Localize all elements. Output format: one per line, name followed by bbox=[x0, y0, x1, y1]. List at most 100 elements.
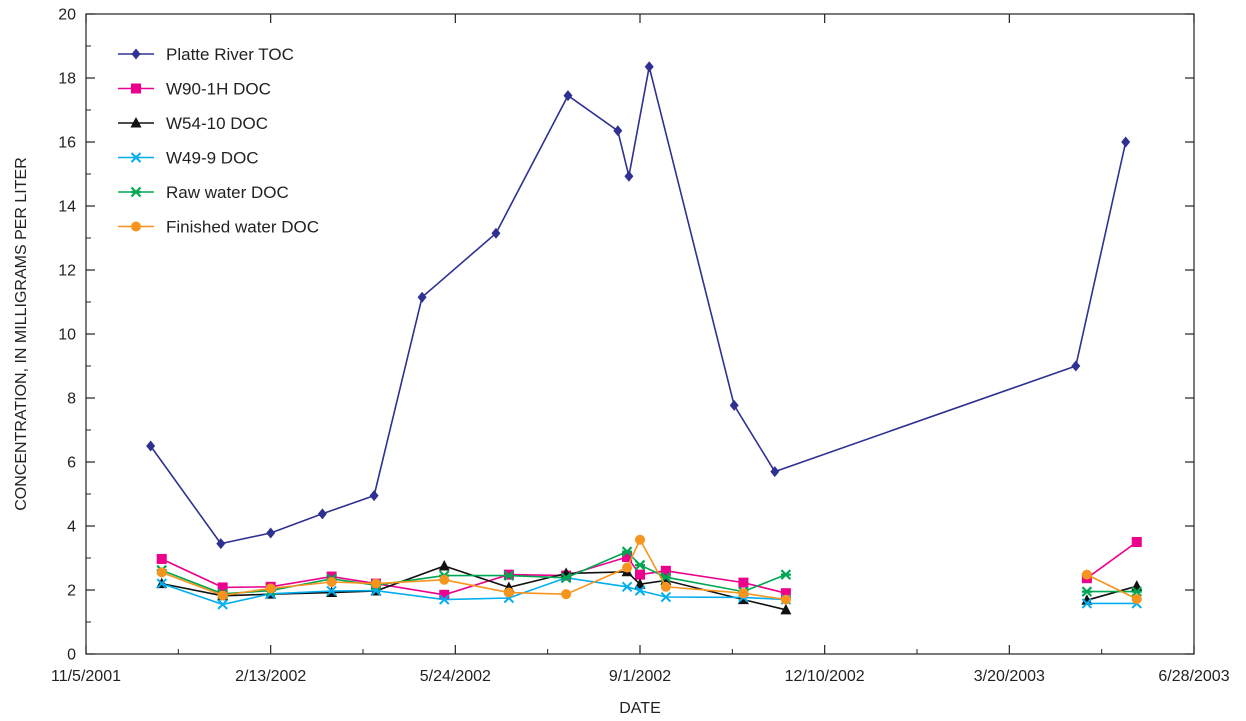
data-point bbox=[660, 565, 671, 576]
data-point bbox=[729, 399, 739, 411]
y-tick-label: 12 bbox=[58, 263, 76, 280]
data-point bbox=[624, 170, 634, 182]
data-point bbox=[491, 227, 501, 239]
data-point bbox=[563, 90, 573, 102]
data-point bbox=[635, 569, 645, 580]
data-point bbox=[1081, 569, 1092, 580]
legend-marker bbox=[130, 186, 142, 198]
data-point bbox=[503, 570, 515, 581]
series-line bbox=[1086, 573, 1138, 600]
data-point bbox=[622, 552, 633, 563]
x-axis-title: DATE bbox=[619, 700, 660, 717]
data-point bbox=[780, 569, 792, 580]
data-point bbox=[635, 534, 645, 545]
x-tick-label: 6/28/2003 bbox=[1158, 668, 1229, 685]
y-tick-label: 10 bbox=[58, 327, 76, 344]
legend-marker bbox=[131, 48, 141, 60]
x-tick-label: 11/5/2001 bbox=[51, 668, 121, 685]
y-tick-label: 0 bbox=[67, 647, 76, 664]
x-tick-label: 5/24/2002 bbox=[420, 668, 491, 685]
legend-label: W90-1H DOC bbox=[166, 80, 271, 99]
data-point bbox=[217, 599, 228, 610]
data-point bbox=[266, 527, 276, 539]
axes: 0 2 4 6 8 10 12 14 16 18 20 11/5/2001 2/13/2002 5/24/… bbox=[51, 7, 1230, 686]
series-w49-9-doc bbox=[156, 572, 1142, 610]
legend-item: W54-10 DOC bbox=[118, 114, 268, 133]
series-line bbox=[1086, 585, 1138, 601]
data-point bbox=[738, 588, 749, 599]
data-point bbox=[1081, 586, 1093, 597]
series-finished-water-doc bbox=[156, 534, 1142, 605]
data-point bbox=[439, 589, 450, 600]
series-layer bbox=[146, 61, 1143, 615]
legend-marker bbox=[130, 152, 142, 163]
legend-marker bbox=[131, 221, 141, 232]
data-point bbox=[417, 291, 427, 303]
y-tick-label: 2 bbox=[67, 583, 76, 600]
data-point bbox=[369, 490, 379, 502]
y-tick-label: 4 bbox=[67, 519, 76, 536]
series-platte-river-toc bbox=[146, 61, 1131, 550]
data-point bbox=[644, 61, 654, 73]
x-tick-label: 3/20/2003 bbox=[974, 668, 1045, 685]
legend-item: Raw water DOC bbox=[118, 183, 289, 202]
series-line bbox=[149, 66, 1127, 545]
data-point bbox=[156, 578, 167, 589]
series-line bbox=[161, 565, 787, 611]
legend-item: W49-9 DOC bbox=[118, 149, 259, 168]
data-point bbox=[634, 578, 646, 589]
series-line bbox=[1086, 541, 1138, 579]
legend-label: W49-9 DOC bbox=[166, 149, 259, 168]
y-tick-label: 18 bbox=[58, 71, 76, 88]
data-point bbox=[780, 588, 791, 599]
data-point bbox=[156, 567, 167, 578]
data-point bbox=[216, 538, 226, 550]
data-point bbox=[660, 591, 672, 603]
data-point bbox=[326, 585, 337, 597]
data-point bbox=[439, 574, 450, 585]
x-tick-label: 12/10/2002 bbox=[785, 668, 865, 685]
y-tick-label: 20 bbox=[58, 7, 76, 24]
legend-marker bbox=[131, 83, 141, 94]
data-point bbox=[156, 553, 167, 564]
data-point bbox=[560, 572, 572, 584]
data-point bbox=[217, 582, 228, 593]
plot-frame bbox=[85, 13, 1195, 655]
data-point bbox=[1081, 598, 1093, 609]
data-point bbox=[561, 589, 572, 600]
data-point bbox=[780, 603, 792, 615]
legend-label: Raw water DOC bbox=[166, 183, 289, 202]
series-w90-1h-doc bbox=[156, 537, 1142, 600]
data-point bbox=[146, 440, 156, 452]
x-tick-label: 2/13/2002 bbox=[235, 668, 306, 685]
data-point bbox=[621, 546, 633, 557]
data-point bbox=[265, 583, 276, 594]
data-point bbox=[1121, 136, 1131, 148]
legend: Platte River TOC W90-1H DOC W54-10 DOC W49-… bbox=[118, 45, 319, 237]
data-point bbox=[613, 125, 623, 137]
series-w54-10-doc bbox=[156, 560, 1143, 615]
legend-label: W54-10 DOC bbox=[166, 114, 268, 133]
data-point bbox=[317, 508, 327, 520]
data-point bbox=[622, 562, 633, 573]
legend-item: Platte River TOC bbox=[118, 45, 294, 64]
data-point bbox=[1081, 594, 1093, 605]
data-point bbox=[1131, 537, 1142, 547]
legend-label: Platte River TOC bbox=[166, 45, 294, 64]
data-point bbox=[634, 585, 646, 596]
legend-item: W90-1H DOC bbox=[118, 80, 271, 99]
data-point bbox=[438, 560, 450, 571]
data-point bbox=[660, 581, 671, 592]
y-tick-label: 14 bbox=[58, 199, 76, 216]
y-tick-label: 8 bbox=[67, 391, 76, 408]
data-point bbox=[738, 577, 749, 588]
data-point bbox=[1131, 593, 1142, 604]
data-point bbox=[326, 571, 337, 582]
data-point bbox=[621, 581, 633, 593]
y-axis-title: CONCENTRATION, IN MILLIGRAMS PER LITER bbox=[13, 157, 30, 511]
x-tick-label: 9/1/2002 bbox=[609, 668, 671, 685]
series-line bbox=[161, 538, 787, 601]
data-point bbox=[439, 594, 450, 605]
data-point bbox=[634, 559, 646, 571]
